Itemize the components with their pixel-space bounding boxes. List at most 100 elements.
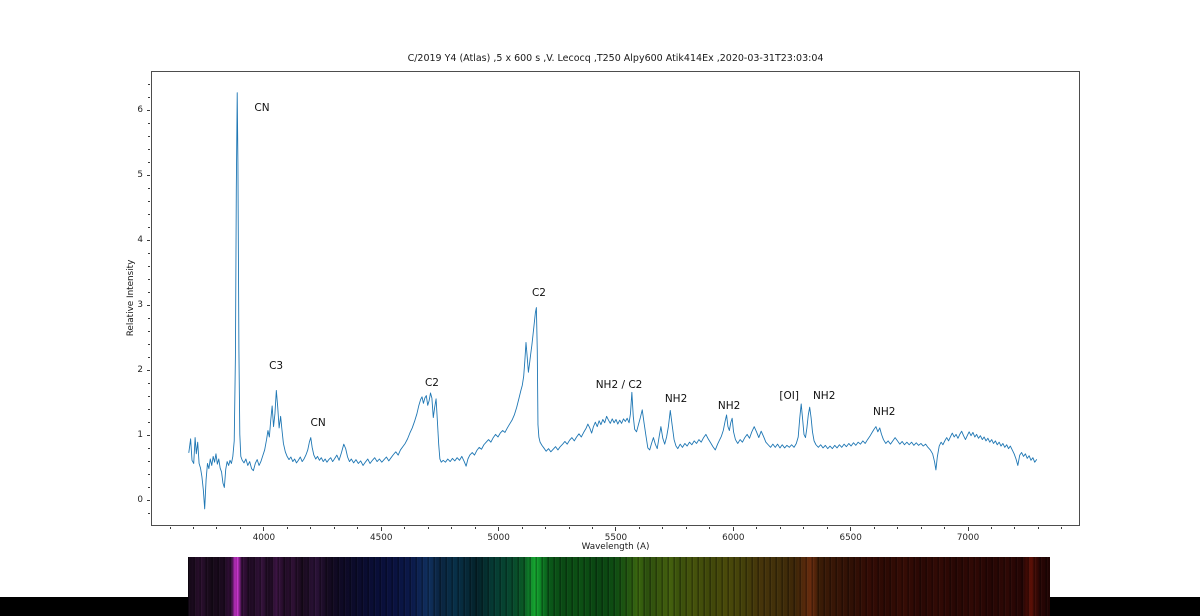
x-minor-tick (662, 527, 664, 529)
y-tick-label: 6 (137, 105, 143, 115)
x-tick-label: 6000 (722, 533, 745, 543)
y-minor-tick (148, 161, 150, 163)
x-minor-tick (803, 527, 805, 529)
x-tick (732, 527, 734, 531)
x-minor-tick (897, 527, 899, 529)
x-tick-label: 5000 (487, 533, 510, 543)
y-minor-tick (148, 343, 150, 345)
annotation-nh2: NH2 (717, 400, 741, 413)
y-minor-tick (148, 291, 150, 293)
x-minor-tick (474, 527, 476, 529)
x-minor-tick (521, 527, 523, 529)
spectrum-strip (188, 557, 1050, 616)
x-minor-tick (357, 527, 359, 529)
plot-svg (188, 92, 1038, 510)
x-minor-tick (404, 527, 406, 529)
spectrum-line (188, 92, 1038, 510)
y-minor-tick (148, 122, 150, 124)
y-minor-tick (148, 135, 150, 137)
y-axis-label: Relative Intensity (126, 259, 136, 337)
figure-canvas: C/2019 Y4 (Atlas) ,5 x 600 s ,V. Lecocq … (0, 0, 1200, 597)
x-minor-tick (1061, 527, 1063, 529)
x-tick (967, 527, 969, 531)
x-minor-tick (192, 527, 194, 529)
x-tick (615, 527, 617, 531)
annotation-cn: CN (310, 417, 326, 430)
y-minor-tick (148, 213, 150, 215)
y-tick (146, 434, 150, 436)
x-minor-tick (1037, 527, 1039, 529)
x-minor-tick (451, 527, 453, 529)
y-minor-tick (148, 317, 150, 319)
x-minor-tick (545, 527, 547, 529)
y-minor-tick (148, 278, 150, 280)
x-minor-tick (638, 527, 640, 529)
x-minor-tick (239, 527, 241, 529)
x-minor-tick (169, 527, 171, 529)
y-tick-label: 3 (137, 300, 143, 310)
annotation-nh2: NH2 (664, 392, 688, 405)
y-minor-tick (148, 473, 150, 475)
x-tick-label: 7000 (956, 533, 980, 543)
y-tick (146, 239, 150, 241)
y-minor-tick (148, 83, 150, 85)
x-minor-tick (944, 527, 946, 529)
x-minor-tick (991, 527, 992, 529)
x-minor-tick (568, 527, 570, 529)
y-minor-tick (148, 512, 150, 514)
x-minor-tick (756, 527, 758, 529)
x-minor-tick (427, 527, 429, 529)
x-minor-tick (310, 527, 312, 529)
x-tick (263, 527, 265, 531)
x-minor-tick (920, 527, 922, 529)
annotation-nh2: NH2 (812, 390, 836, 402)
x-tick (850, 527, 852, 531)
y-minor-tick (148, 265, 150, 267)
y-tick (146, 369, 150, 371)
y-minor-tick (148, 460, 150, 462)
y-minor-tick (148, 96, 150, 98)
y-minor-tick (148, 200, 150, 202)
x-axis-label: Wavelength (A) (581, 542, 650, 552)
x-tick-label: 4500 (370, 533, 393, 543)
annotation-c2: C2 (424, 377, 439, 389)
annotation-c2: C2 (531, 287, 546, 300)
y-minor-tick (148, 187, 150, 189)
x-tick-label: 5500 (604, 533, 628, 543)
x-tick-label: 6500 (839, 533, 862, 543)
y-minor-tick (148, 148, 150, 150)
x-minor-tick (779, 527, 781, 529)
x-minor-tick (591, 527, 593, 529)
y-minor-tick (148, 408, 150, 410)
x-tick-label: 4000 (252, 533, 276, 543)
x-tick (380, 527, 382, 531)
y-minor-tick (148, 330, 150, 332)
y-tick-label: 0 (137, 495, 143, 505)
x-minor-tick (709, 527, 711, 529)
annotation-nh2: NH2 (873, 405, 896, 418)
y-tick (146, 174, 150, 176)
x-minor-tick (826, 527, 828, 529)
y-minor-tick (148, 447, 150, 449)
y-minor-tick (148, 252, 150, 254)
x-minor-tick (333, 527, 335, 529)
y-minor-tick (148, 226, 150, 228)
x-minor-tick (873, 527, 875, 529)
annotation-c3: C3 (269, 360, 284, 373)
y-tick-label: 4 (137, 235, 143, 245)
y-tick-label: 2 (137, 365, 143, 375)
x-minor-tick (1014, 527, 1016, 529)
chart-title: C/2019 Y4 (Atlas) ,5 x 600 s ,V. Lecocq … (407, 53, 824, 64)
annotation-nh2-c2: NH2 / C2 (595, 378, 643, 391)
y-minor-tick (148, 356, 150, 358)
annotation--oi-: [OI] (779, 390, 799, 402)
annotation-cn: CN (254, 102, 270, 115)
y-tick (146, 109, 150, 111)
x-minor-tick (216, 527, 218, 529)
y-tick-label: 1 (137, 430, 143, 440)
x-tick (498, 527, 500, 531)
y-minor-tick (148, 395, 150, 397)
y-minor-tick (148, 382, 150, 384)
x-minor-tick (286, 527, 288, 529)
